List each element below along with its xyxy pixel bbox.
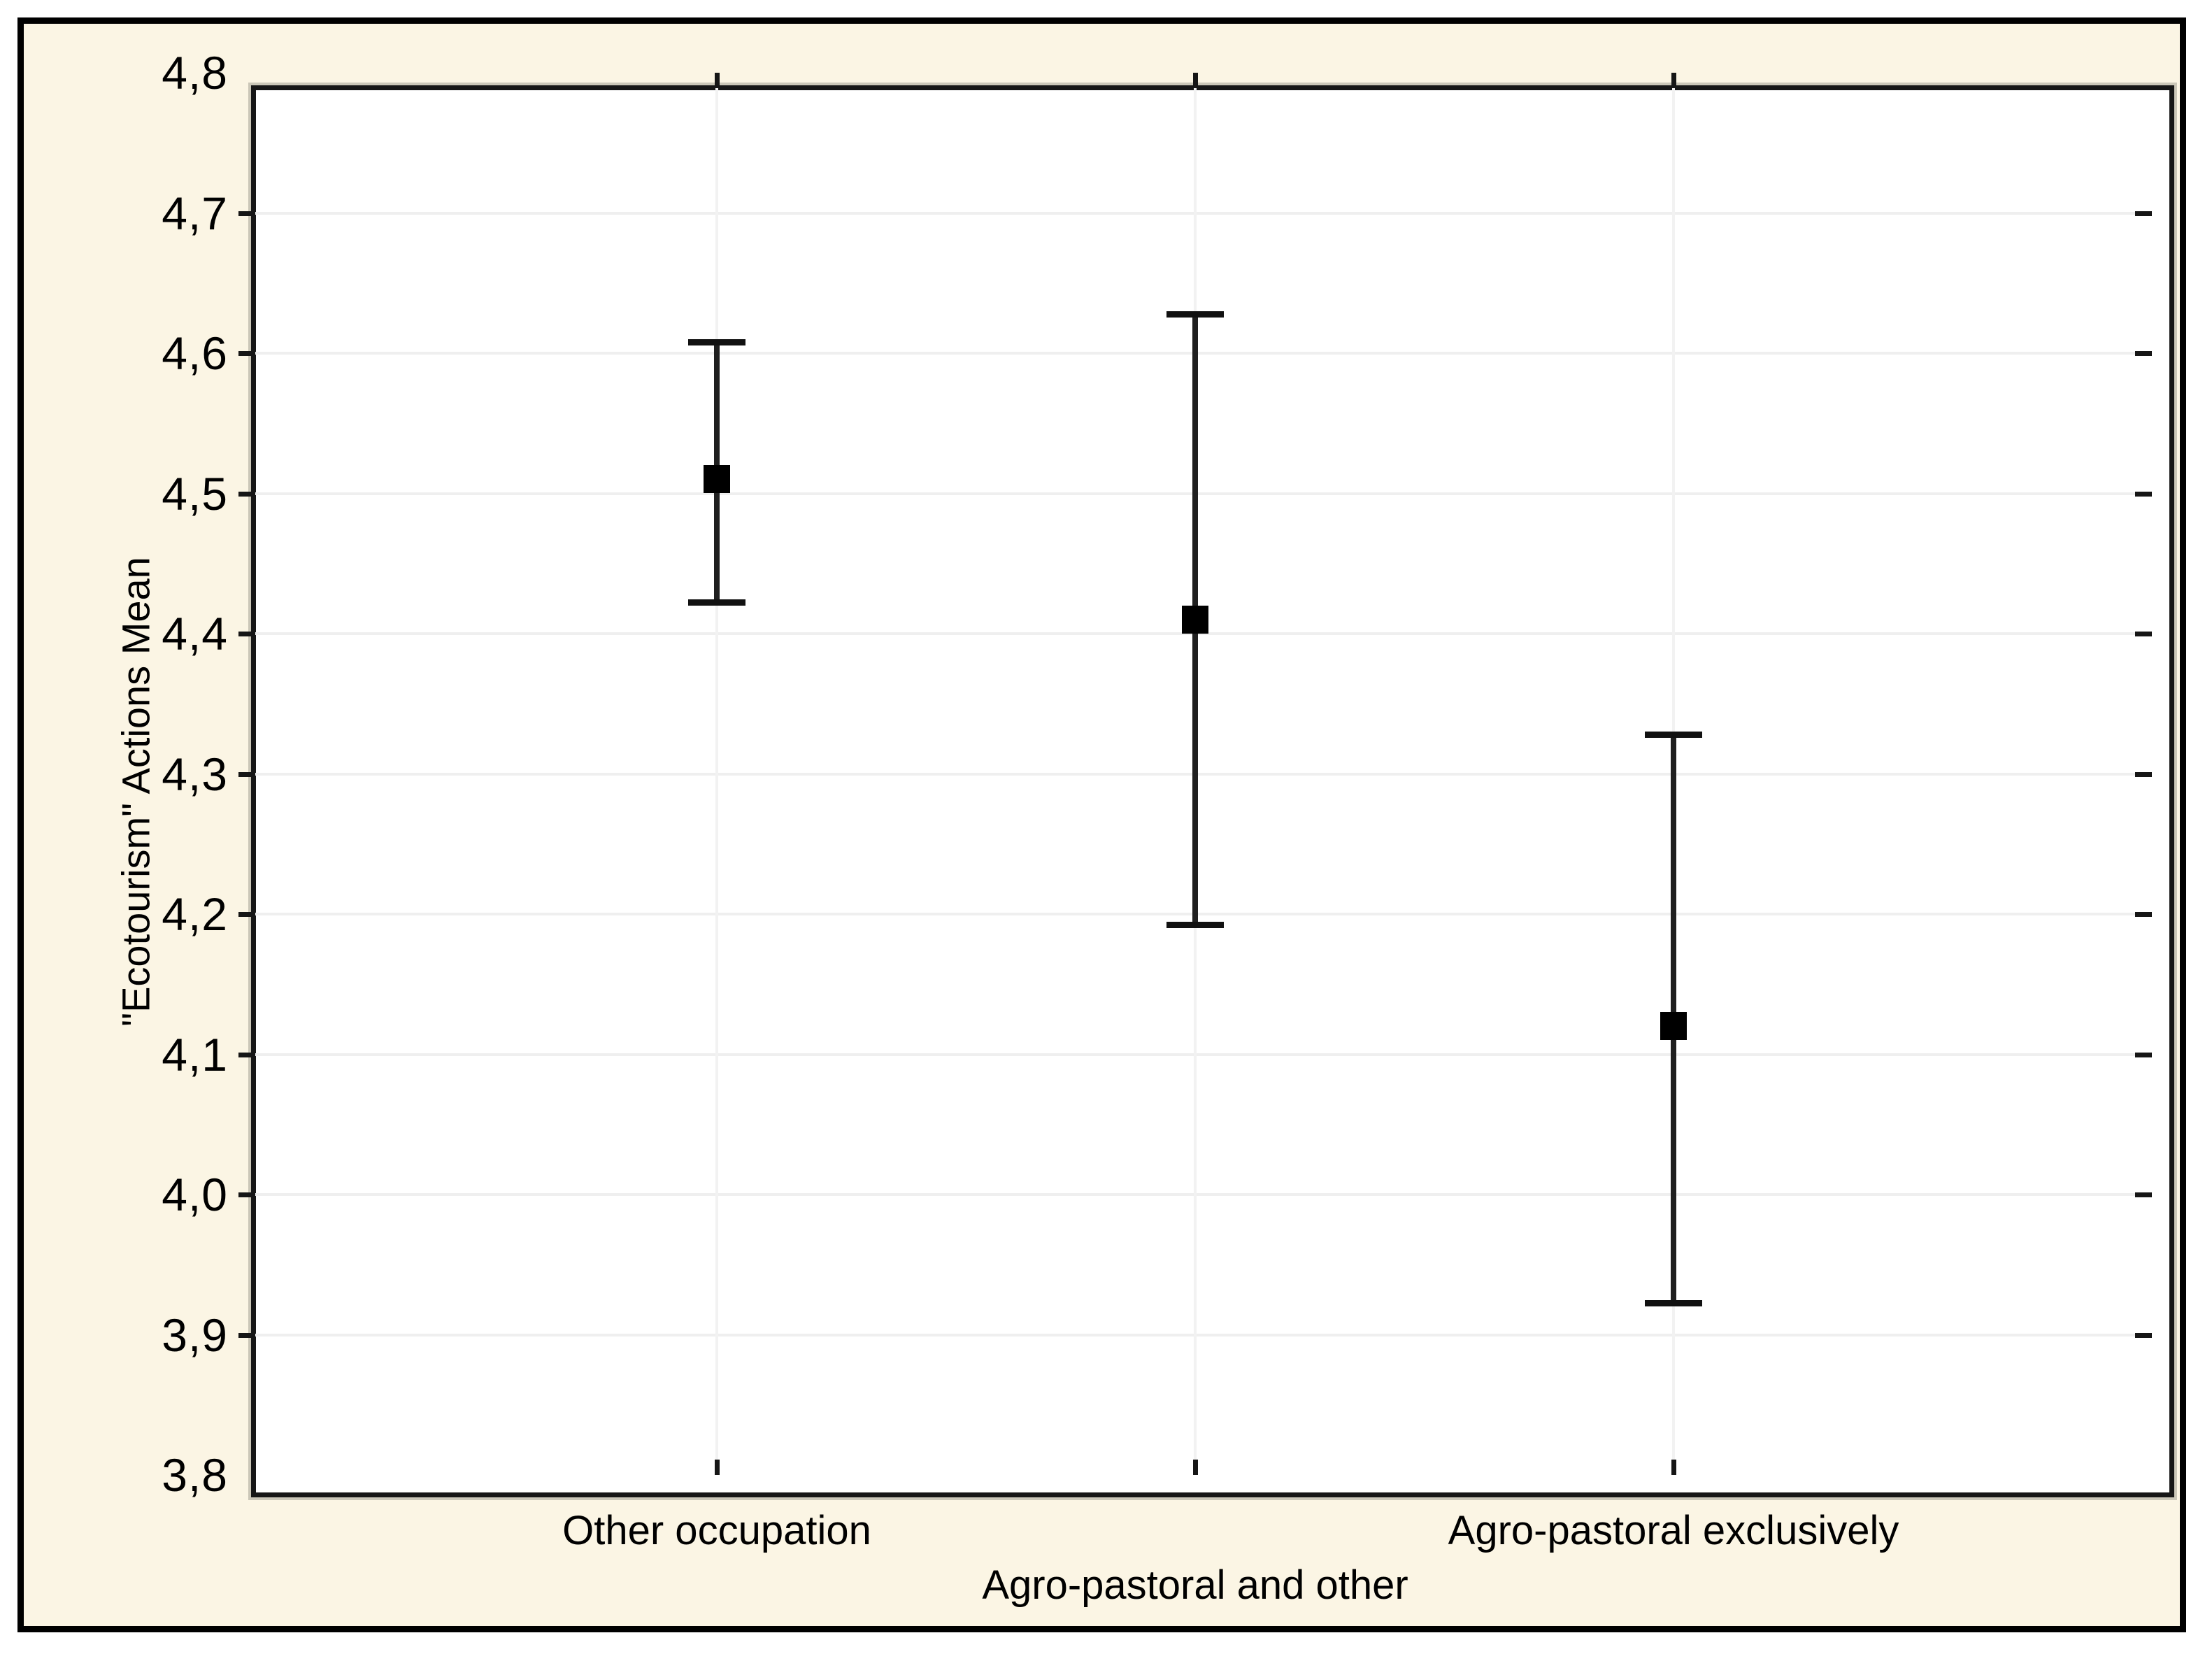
x-axis-tick	[1193, 73, 1198, 88]
y-axis-tick	[2135, 1332, 2152, 1338]
mean-marker	[704, 465, 730, 494]
y-axis-tick	[2135, 491, 2152, 497]
y-axis-tick-label: 3,8	[162, 1449, 228, 1501]
y-axis-tick	[2135, 771, 2152, 777]
error-bar-upper-cap	[1645, 732, 1702, 739]
mean-marker	[1660, 1012, 1687, 1041]
y-axis-tick	[238, 771, 255, 777]
x-axis-tick	[1671, 73, 1676, 88]
y-axis-tick	[2135, 211, 2152, 216]
x-axis-category-label: Other occupation	[562, 1508, 871, 1553]
x-axis-tick	[1671, 1460, 1676, 1475]
y-axis-tick	[2135, 1052, 2152, 1057]
y-axis-tick-label: 4,4	[162, 608, 228, 660]
y-axis-tick-label: 4,0	[162, 1169, 228, 1220]
y-axis-tick	[238, 351, 255, 356]
error-bar-lower-cap	[1166, 922, 1224, 929]
y-axis-tick-label: 3,9	[162, 1309, 228, 1361]
y-axis-tick-label: 4,2	[162, 888, 228, 940]
error-bar-lower-cap	[1645, 1300, 1702, 1307]
y-axis-tick	[238, 211, 255, 216]
error-bar-upper-cap	[688, 338, 745, 345]
y-axis-tick	[2135, 912, 2152, 917]
error-bar	[1645, 732, 1702, 1307]
gridline-vertical	[715, 73, 718, 1475]
plot-area	[248, 83, 2177, 1500]
x-axis-category-label: Agro-pastoral and other	[982, 1562, 1408, 1608]
y-axis-tick-label: 4,1	[162, 1028, 228, 1081]
mean-marker	[1182, 605, 1208, 634]
error-bar-upper-cap	[1166, 311, 1224, 318]
y-axis-tick	[238, 1052, 255, 1057]
x-axis-tick	[1193, 1460, 1198, 1475]
y-axis-tick	[238, 632, 255, 636]
error-bar	[688, 338, 745, 606]
y-axis-tick	[238, 1192, 255, 1197]
y-axis-tick	[238, 1332, 255, 1338]
chart-frame: "Ecotourism" Actions Mean 4,8 4,7 4,6 4,5 4,…	[17, 17, 2186, 1632]
y-axis-tick-label: 4,5	[162, 467, 228, 520]
y-axis-tick	[238, 491, 255, 497]
y-axis-tick	[2135, 351, 2152, 356]
x-axis-tick	[715, 73, 720, 88]
y-axis-tick-label: 4,7	[162, 187, 228, 239]
y-axis-tick-label: 4,6	[162, 327, 228, 379]
y-axis-tick-label: 4,3	[162, 748, 228, 800]
x-axis-category-label: Agro-pastoral exclusively	[1448, 1508, 1899, 1553]
error-bar-lower-cap	[688, 599, 745, 606]
y-axis-tick	[2135, 1192, 2152, 1197]
y-axis-tick	[2135, 632, 2152, 636]
y-axis-tick	[238, 912, 255, 917]
x-axis-tick	[715, 1460, 720, 1475]
y-axis-tick-label: 4,8	[162, 47, 228, 99]
error-bar	[1166, 311, 1224, 929]
